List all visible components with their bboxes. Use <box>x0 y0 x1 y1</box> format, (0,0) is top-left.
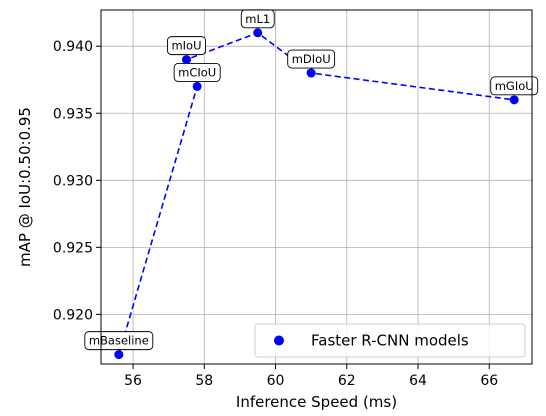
y-tick-label: 0.930 <box>53 173 93 189</box>
data-point <box>114 350 124 360</box>
data-point <box>253 28 263 38</box>
x-tick-label: 64 <box>409 373 427 389</box>
point-annotation: mIoU <box>167 36 206 56</box>
x-tick-label: 62 <box>338 373 356 389</box>
point-labels: mBaseline mCIoU mIoU mL1 mDIoU mGIoU <box>84 9 539 351</box>
grid <box>101 10 532 364</box>
point-annotation: mL1 <box>240 9 275 29</box>
x-tick-label: 56 <box>124 373 142 389</box>
point-annotation: mBaseline <box>84 331 154 351</box>
point-label: mCIoU <box>178 65 216 79</box>
series-line <box>118 31 515 355</box>
point-annotation: mCIoU <box>173 62 221 82</box>
point-label-box <box>490 76 539 96</box>
point-label-box <box>173 62 221 82</box>
data-point <box>192 81 202 91</box>
y-tick-label: 0.920 <box>53 307 93 323</box>
point-label-box <box>167 36 206 56</box>
legend: Faster R-CNN models <box>254 323 526 358</box>
point-label-box <box>84 331 154 351</box>
point-label: mIoU <box>171 39 201 53</box>
point-label: mGIoU <box>495 79 534 93</box>
y-tick-label: 0.935 <box>53 106 93 122</box>
data-point <box>306 68 316 78</box>
legend-label: Faster R-CNN models <box>311 332 469 350</box>
y-tick-label: 0.925 <box>53 240 93 256</box>
y-axis-ticks: 0.920 0.925 0.930 0.935 0.940 <box>53 39 101 323</box>
point-label: mL1 <box>245 12 270 26</box>
legend-marker <box>274 335 284 346</box>
point-annotation: mDIoU <box>287 49 336 69</box>
x-tick-label: 58 <box>195 373 213 389</box>
x-axis-ticks: 56 58 60 62 64 66 <box>124 364 498 389</box>
point-label-box <box>287 49 336 69</box>
point-label: mBaseline <box>89 334 149 348</box>
x-tick-label: 60 <box>267 373 285 389</box>
legend-box <box>254 323 526 358</box>
data-points <box>114 28 519 360</box>
y-axis-label: mAP @ IoU:0.50:0.95 <box>16 107 34 267</box>
y-tick-label: 0.940 <box>53 39 93 55</box>
data-point <box>181 55 191 65</box>
data-point <box>509 95 519 105</box>
x-tick-label: 66 <box>480 373 498 389</box>
series-line-layer <box>118 31 515 355</box>
x-axis-label: Inference Speed (ms) <box>236 393 397 411</box>
point-label: mDIoU <box>292 52 331 66</box>
point-annotation: mGIoU <box>490 76 539 96</box>
plot-frame <box>100 9 533 365</box>
